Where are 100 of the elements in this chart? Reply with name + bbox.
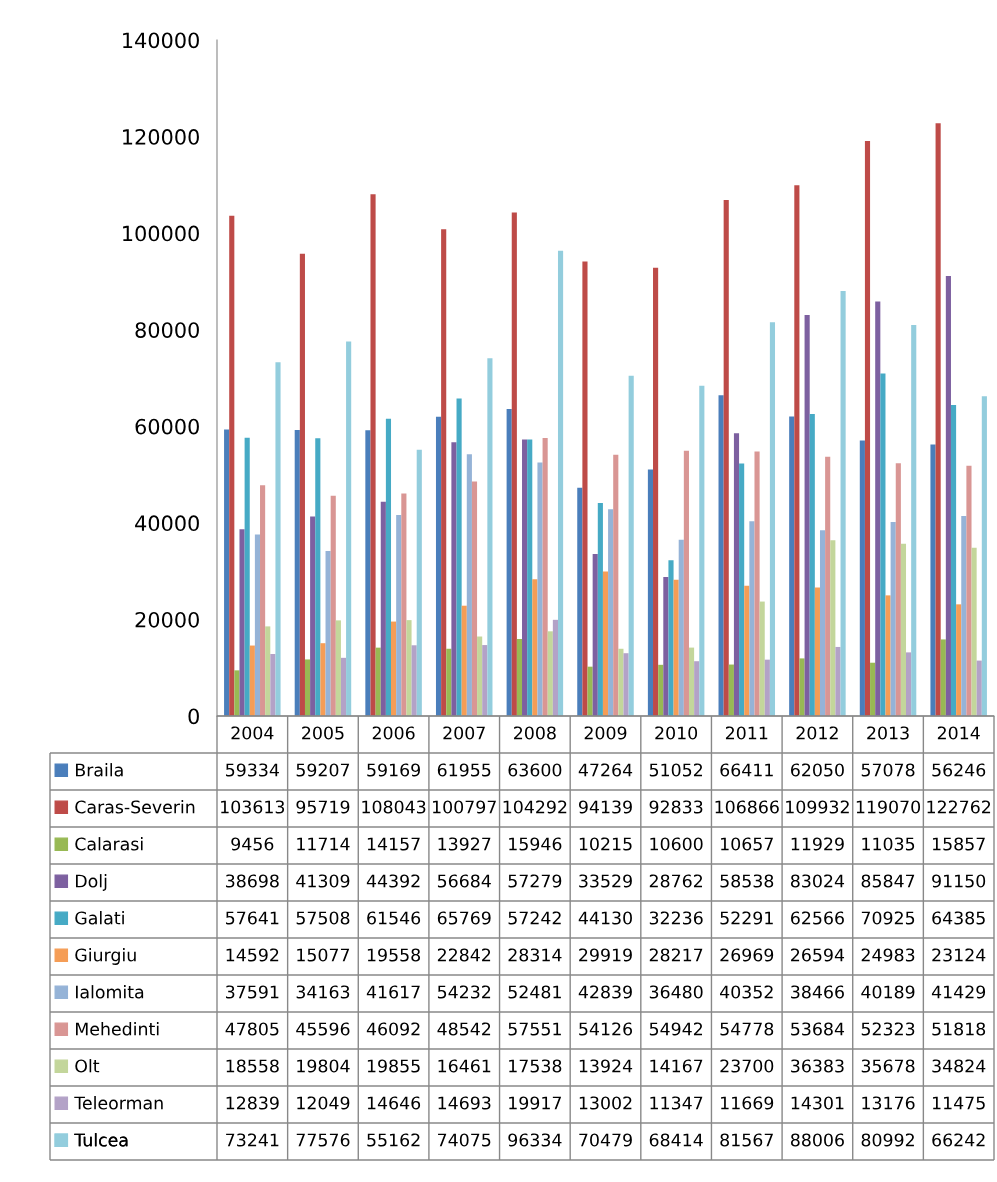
bar [694,661,700,716]
bar [411,645,417,716]
bar [950,405,957,716]
bar [608,509,614,716]
bar [365,430,371,716]
data-label: 52323 [861,1022,915,1036]
y-tick-label: 0 [188,708,199,725]
bar [759,601,765,716]
data-label: 41617 [366,985,420,999]
data-label: 54942 [649,1022,703,1036]
data-label: 12049 [297,1096,350,1110]
bar [537,462,543,716]
x-tick-label: 2011 [725,726,768,740]
y-tick-label: 80000 [135,322,199,338]
data-label: 22842 [437,948,491,962]
bar [835,646,841,716]
y-tick-label: 100000 [123,225,199,242]
bar [799,658,805,716]
data-label: 24983 [861,948,915,962]
bar [396,515,402,716]
bar [961,515,967,716]
bar [587,666,593,716]
data-label: 47264 [578,763,633,777]
bar [945,275,951,716]
data-label: 61546 [367,911,421,925]
data-label: 10657 [721,837,773,851]
data-label: 52291 [720,911,773,925]
data-label: 41309 [296,874,350,888]
data-label: 28314 [508,948,562,962]
bar [320,643,326,716]
data-label: 66411 [720,763,773,777]
data-label: 59334 [226,763,279,777]
data-label: 73241 [226,1133,279,1147]
bar [602,571,609,716]
data-label: 36383 [791,1059,844,1073]
bar [744,585,750,716]
data-label: 44392 [366,874,420,888]
bar [260,485,266,716]
data-label: 9456 [231,837,274,851]
data-label: 54126 [579,1022,633,1036]
bar [809,413,815,716]
data-label: 77576 [296,1133,350,1147]
legend-label: Galati [75,911,124,925]
bar [299,253,305,716]
data-label: 48542 [437,1022,491,1036]
legend-label: Braila [76,763,123,777]
bar [966,465,972,716]
data-label: 14693 [438,1096,491,1110]
bar [733,433,740,716]
x-tick-label: 2007 [443,726,485,740]
bar [471,481,478,716]
data-label: 13176 [862,1096,915,1110]
data-label: 45596 [296,1022,350,1036]
bar [678,539,684,716]
data-label: 15946 [509,837,562,851]
bar [940,639,946,716]
data-label: 57279 [508,874,562,888]
data-label: 94139 [578,800,632,814]
bar [814,587,820,716]
data-label: 13924 [579,1059,633,1073]
data-label: 47805 [225,1022,279,1036]
bar [653,267,659,716]
legend-label: Caras-Severin [75,800,195,814]
bar [416,449,422,716]
x-tick-label: 2009 [584,726,627,740]
data-label: 64385 [932,911,985,925]
bar [859,440,865,716]
data-label: 70925 [861,911,915,925]
data-label: 65769 [437,911,491,925]
legend-label: Olt [75,1059,100,1073]
data-label: 38466 [791,985,844,999]
data-label: 57551 [508,1022,561,1036]
data-label: 34824 [932,1059,986,1073]
bar [304,659,311,716]
bar [597,502,603,716]
bar [506,408,512,716]
data-label: 85847 [861,874,915,888]
data-label: 19558 [367,948,421,962]
bar [275,362,281,716]
data-label: 54778 [720,1022,774,1036]
bar [906,652,912,716]
bar [911,324,917,716]
bar [552,619,558,716]
data-label: 74075 [438,1133,491,1147]
bar [864,141,871,716]
bar [789,416,795,716]
bar [270,654,276,716]
data-label: 119070 [856,800,921,814]
data-label: 11347 [650,1096,703,1110]
bar [658,664,664,716]
bar [310,516,316,716]
data-label: 122762 [927,800,991,814]
bar [618,648,624,716]
data-label: 57078 [861,763,915,777]
bar [249,645,255,716]
data-label: 63600 [508,763,562,777]
data-label: 28762 [649,874,703,888]
bar [699,385,705,716]
data-label: 108043 [362,800,426,814]
data-label: 18558 [226,1059,279,1073]
